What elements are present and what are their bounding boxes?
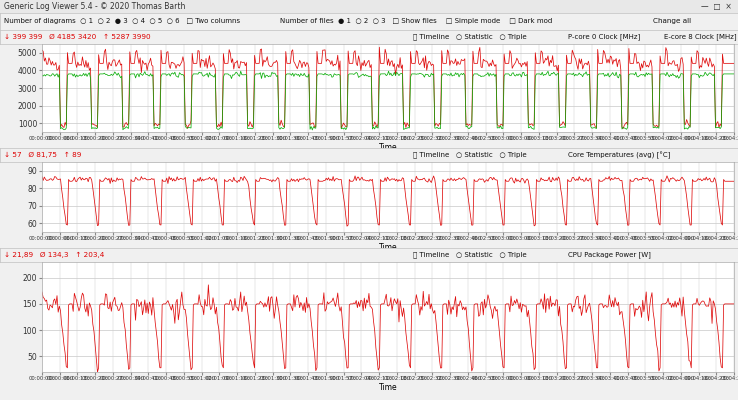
Text: ↓ 21,89   Ø 134,3   ↑ 203,4: ↓ 21,89 Ø 134,3 ↑ 203,4 — [4, 252, 104, 258]
Text: Number of diagrams  ○ 1  ○ 2  ● 3  ○ 4  ○ 5  ○ 6   □ Two columns: Number of diagrams ○ 1 ○ 2 ● 3 ○ 4 ○ 5 ○… — [4, 18, 240, 24]
Text: CPU Package Power [W]: CPU Package Power [W] — [568, 252, 651, 258]
Text: P-core 0 Clock [MHz]: P-core 0 Clock [MHz] — [568, 34, 641, 40]
Text: ⦿ Timeline   ○ Statistic   ○ Triple: ⦿ Timeline ○ Statistic ○ Triple — [413, 252, 527, 258]
Text: —  □  ×: — □ × — [701, 2, 732, 11]
Text: Core Temperatures (avg) [°C]: Core Temperatures (avg) [°C] — [568, 151, 671, 159]
Text: Change all: Change all — [653, 18, 692, 24]
Text: ⦿ Timeline   ○ Statistic   ○ Triple: ⦿ Timeline ○ Statistic ○ Triple — [413, 152, 527, 158]
Text: ↓ 57   Ø 81,75   ↑ 89: ↓ 57 Ø 81,75 ↑ 89 — [4, 152, 81, 158]
Text: Number of files  ● 1  ○ 2  ○ 3   □ Show files    □ Simple mode    □ Dark mod: Number of files ● 1 ○ 2 ○ 3 □ Show files… — [280, 18, 553, 24]
Text: E-core 8 Clock [MHz]: E-core 8 Clock [MHz] — [664, 34, 737, 40]
Text: ↓ 399 399   Ø 4185 3420   ↑ 5287 3990: ↓ 399 399 Ø 4185 3420 ↑ 5287 3990 — [4, 34, 151, 40]
Text: ⦿ Timeline   ○ Statistic   ○ Triple: ⦿ Timeline ○ Statistic ○ Triple — [413, 34, 527, 40]
X-axis label: Time: Time — [379, 382, 397, 392]
X-axis label: Time: Time — [379, 142, 397, 152]
Text: Generic Log Viewer 5.4 - © 2020 Thomas Barth: Generic Log Viewer 5.4 - © 2020 Thomas B… — [4, 2, 185, 11]
X-axis label: Time: Time — [379, 242, 397, 252]
